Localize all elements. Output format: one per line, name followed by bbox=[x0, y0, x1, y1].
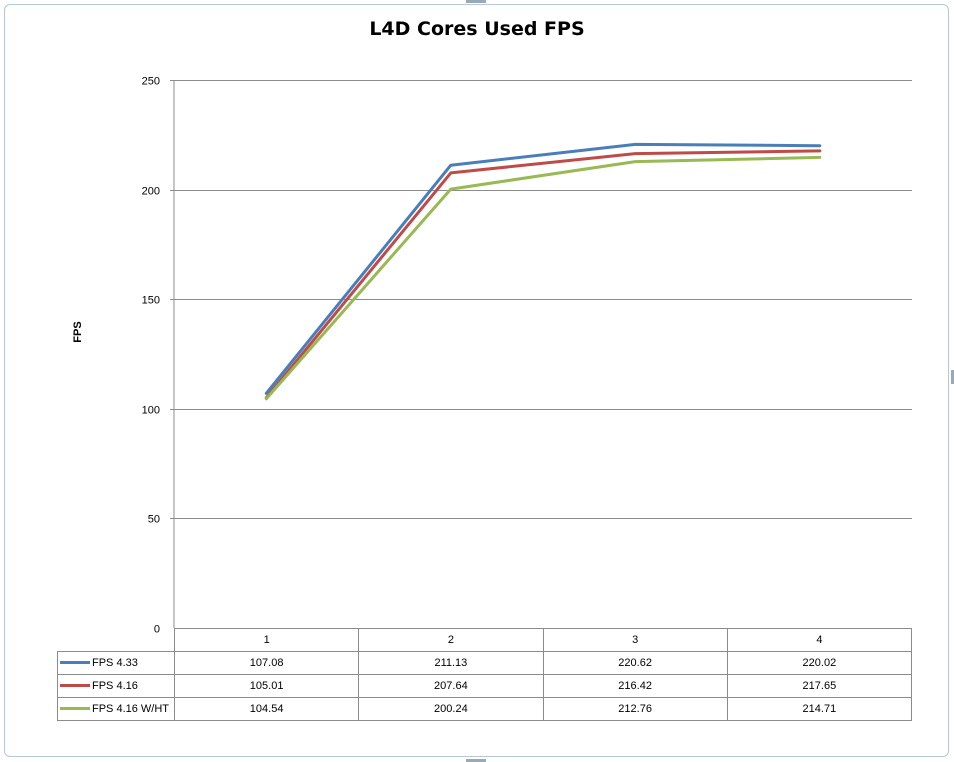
data-label: 104.54 bbox=[173, 697, 360, 721]
y-tick-label: 50 bbox=[148, 514, 160, 526]
legend-key bbox=[60, 683, 90, 687]
data-label: 220.62 bbox=[542, 651, 728, 675]
legend-label: FPS 4.16 bbox=[92, 680, 138, 692]
legend-entry: FPS 4.16 W/HT bbox=[57, 697, 175, 721]
series-lines bbox=[264, 142, 822, 401]
data-label: 220.02 bbox=[726, 651, 913, 675]
table-corner bbox=[57, 628, 175, 652]
chart-title: L4D Cores Used FPS bbox=[369, 18, 585, 40]
data-table: 1 2 3 4 FPS 4.33 107.08 211.13 220.62 220.02 FPS … bbox=[57, 628, 913, 721]
x-category-label: 1 bbox=[173, 628, 360, 652]
data-label: 200.24 bbox=[358, 697, 544, 721]
gridlines bbox=[170, 80, 912, 628]
data-label: 105.01 bbox=[173, 674, 360, 698]
resize-handle-right[interactable] bbox=[951, 370, 954, 384]
y-tick-label: 200 bbox=[142, 186, 160, 198]
data-label: 214.71 bbox=[726, 697, 913, 721]
resize-handle-bottom[interactable] bbox=[466, 759, 486, 762]
x-category-label: 3 bbox=[542, 628, 728, 652]
resize-handle-top[interactable] bbox=[466, 0, 486, 3]
legend-key bbox=[60, 660, 90, 664]
series-line bbox=[264, 149, 822, 400]
y-tick-label: 100 bbox=[142, 405, 160, 417]
table-row: FPS 4.16 W/HT 104.54 200.24 212.76 214.71 bbox=[57, 697, 913, 721]
table-row: FPS 4.33 107.08 211.13 220.62 220.02 bbox=[57, 651, 913, 675]
data-label: 217.65 bbox=[726, 674, 913, 698]
y-tick-label: 250 bbox=[142, 76, 160, 88]
series-line bbox=[264, 155, 822, 401]
series-line bbox=[264, 142, 822, 395]
y-tick-label: 150 bbox=[142, 295, 160, 307]
data-label: 216.42 bbox=[542, 674, 728, 698]
data-label: 211.13 bbox=[358, 651, 544, 675]
table-row: FPS 4.16 105.01 207.64 216.42 217.65 bbox=[57, 674, 913, 698]
data-label: 207.64 bbox=[358, 674, 544, 698]
legend-entry: FPS 4.33 bbox=[57, 651, 175, 675]
data-label: 107.08 bbox=[173, 651, 360, 675]
legend-label: FPS 4.16 W/HT bbox=[92, 703, 170, 715]
legend-key bbox=[60, 706, 90, 710]
legend-label: FPS 4.33 bbox=[92, 657, 138, 669]
x-category-label: 2 bbox=[358, 628, 544, 652]
legend-entry: FPS 4.16 bbox=[57, 674, 175, 698]
x-category-label: 4 bbox=[726, 628, 913, 652]
data-label: 212.76 bbox=[542, 697, 728, 721]
